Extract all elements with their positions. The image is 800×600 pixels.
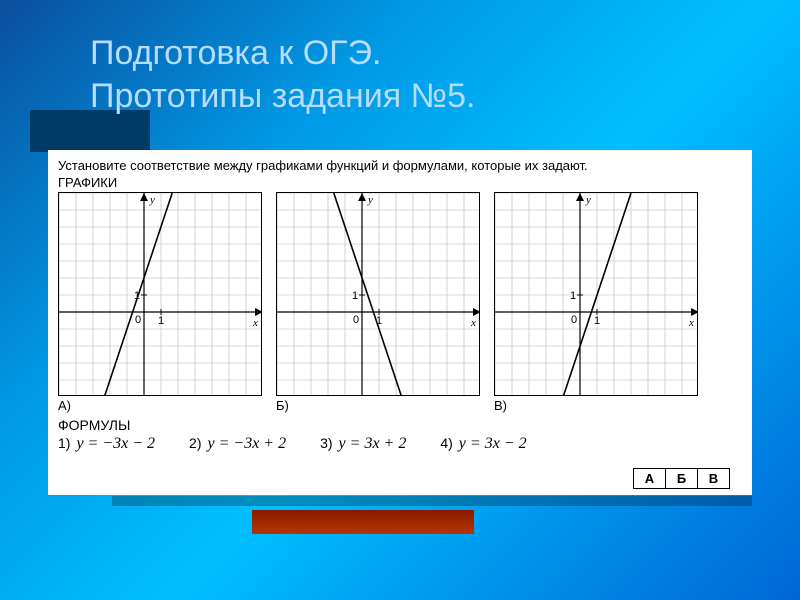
svg-text:1: 1 (570, 290, 576, 302)
graph-plot: 011xy (276, 192, 480, 396)
formula-equation: y = 3x − 2 (459, 435, 527, 453)
answer-header-v: В (698, 469, 730, 489)
formula-number: 2) (189, 435, 201, 451)
answer-header-a: А (634, 469, 666, 489)
title-line-2: Прототипы задания №5. (90, 75, 475, 118)
answer-header-row: А Б В (634, 469, 730, 489)
formula-equation: y = 3x + 2 (339, 435, 407, 453)
graph-cell: 011xyА) (58, 192, 262, 413)
svg-text:x: x (470, 317, 476, 329)
svg-text:y: y (585, 194, 591, 206)
instruction-text: Установите соответствие между графиками … (58, 158, 742, 173)
graphs-section-label: ГРАФИКИ (58, 175, 742, 190)
answer-header-b: Б (666, 469, 698, 489)
answer-table: А Б В (633, 468, 730, 489)
svg-text:x: x (688, 317, 694, 329)
formulas-section-label: ФОРМУЛЫ (58, 417, 742, 433)
formula-number: 4) (440, 435, 452, 451)
graph-label: А) (58, 398, 262, 413)
svg-text:0: 0 (353, 314, 359, 326)
svg-text:1: 1 (352, 290, 358, 302)
svg-text:x: x (252, 317, 258, 329)
formula-number: 3) (320, 435, 332, 451)
formula-item: 3) y = 3x + 2 (320, 435, 406, 453)
graph-cell: 011xyБ) (276, 192, 480, 413)
svg-text:y: y (367, 194, 373, 206)
orange-accent-bar (252, 510, 474, 534)
svg-text:0: 0 (135, 314, 141, 326)
slide-title: Подготовка к ОГЭ. Прототипы задания №5. (90, 32, 475, 117)
svg-text:1: 1 (594, 315, 600, 327)
graph-label: В) (494, 398, 698, 413)
svg-text:0: 0 (571, 314, 577, 326)
graphs-row: 0 1 1 x y А) 0 1 1 x y Б) 0 1 1 x y В) (58, 192, 742, 413)
graph-plot: 011xy (58, 192, 262, 396)
formula-item: 4) y = 3x − 2 (440, 435, 526, 453)
formulas-row: 1) y = −3x − 2 2) y = −3x + 2 3) y = 3x + 2 4)… (58, 435, 742, 453)
graph-label: Б) (276, 398, 480, 413)
formula-item: 1) y = −3x − 2 (58, 435, 155, 453)
graph-plot: 0 1 1 x y (494, 192, 698, 396)
title-line-1: Подготовка к ОГЭ. (90, 32, 475, 75)
graph-cell: 0 1 1 x y В) (494, 192, 698, 413)
svg-text:1: 1 (158, 315, 164, 327)
card-shadow (112, 496, 752, 506)
problem-card: Установите соответствие между графиками … (48, 150, 752, 495)
formula-equation: y = −3x + 2 (208, 435, 287, 453)
formula-item: 2) y = −3x + 2 (189, 435, 286, 453)
svg-text:y: y (149, 194, 155, 206)
formula-number: 1) (58, 435, 70, 451)
formula-equation: y = −3x − 2 (76, 435, 155, 453)
